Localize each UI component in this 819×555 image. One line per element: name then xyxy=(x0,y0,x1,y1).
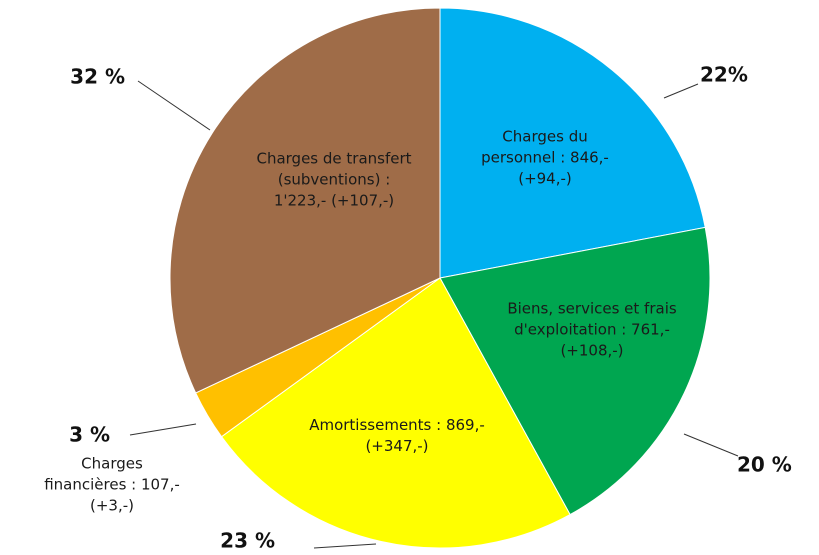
pie-slice xyxy=(439,7,706,279)
percent-label: 20 % xyxy=(737,453,792,477)
slice-label: Biens, services et frais d'exploitation … xyxy=(507,299,677,360)
leader-line xyxy=(137,80,211,131)
leader-line xyxy=(129,423,197,436)
percent-label: 3 % xyxy=(69,423,110,447)
slice-label: Charges financières : 107,- (+3,-) xyxy=(44,454,180,515)
slice-label: Amortissements : 869,- (+347,-) xyxy=(309,416,485,455)
percent-label: 23 % xyxy=(220,529,275,553)
pie-slice xyxy=(220,277,571,549)
leader-line xyxy=(663,83,699,99)
slice-label: Charges de transfert (subventions) : 1'2… xyxy=(256,149,412,210)
slice-label: Charges du personnel : 846,- (+94,-) xyxy=(481,127,609,188)
pie-slice xyxy=(439,226,711,516)
leader-line xyxy=(313,543,377,549)
percent-label: 32 % xyxy=(70,65,125,89)
pie-slice xyxy=(169,7,441,394)
percent-label: 22% xyxy=(700,63,748,87)
leader-line xyxy=(683,433,739,457)
